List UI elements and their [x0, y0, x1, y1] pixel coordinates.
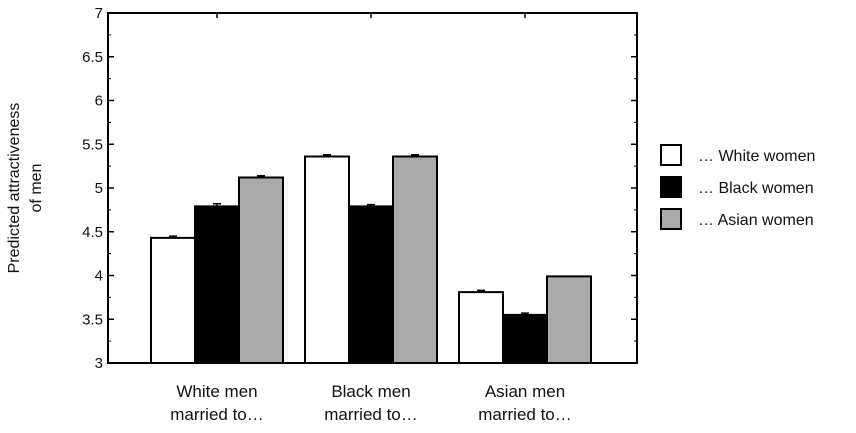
bar: [238, 176, 284, 364]
legend-label: … Asian women: [698, 212, 814, 229]
x-category-label: married to…: [478, 405, 572, 424]
legend-label: … White women: [698, 148, 815, 165]
x-category-label: married to…: [324, 405, 418, 424]
y-tick-label: 7: [95, 5, 103, 22]
bar: [194, 205, 240, 364]
x-category-label: Asian men: [485, 382, 565, 401]
y-tick-label: 4: [95, 268, 103, 285]
y-tick-label: 3.5: [82, 311, 103, 328]
y-tick-label: 4.5: [82, 224, 103, 241]
legend: … White women … Black women … Asian women: [660, 144, 815, 230]
x-category-label: Black men: [331, 382, 410, 401]
y-tick-label: 5.5: [82, 136, 103, 153]
y-tick-label: 3: [95, 355, 103, 372]
bar: [392, 155, 438, 364]
legend-label: … Black women: [698, 180, 814, 197]
y-tick-label: 6.5: [82, 49, 103, 66]
legend-swatch: [660, 144, 682, 166]
bar: [458, 291, 504, 364]
bar: [150, 236, 196, 364]
legend-swatch: [660, 176, 682, 198]
bar: [546, 275, 592, 364]
y-axis-label: Predicted attractiveness: [6, 103, 23, 274]
legend-swatch: [660, 208, 682, 230]
bar: [348, 205, 394, 364]
x-category-label: White men: [176, 382, 257, 401]
bars: [150, 154, 592, 364]
y-tick-label: 6: [95, 93, 103, 110]
axis-labels: 3 3.5 4 4.5 5 5.5 6 6.5 7 White men married to… Bla…: [6, 5, 572, 424]
y-tick-label: 5: [95, 180, 103, 197]
y-axis-label: of men: [28, 164, 45, 213]
x-category-label: married to…: [170, 405, 264, 424]
bar: [304, 155, 350, 364]
bar: [502, 313, 548, 364]
